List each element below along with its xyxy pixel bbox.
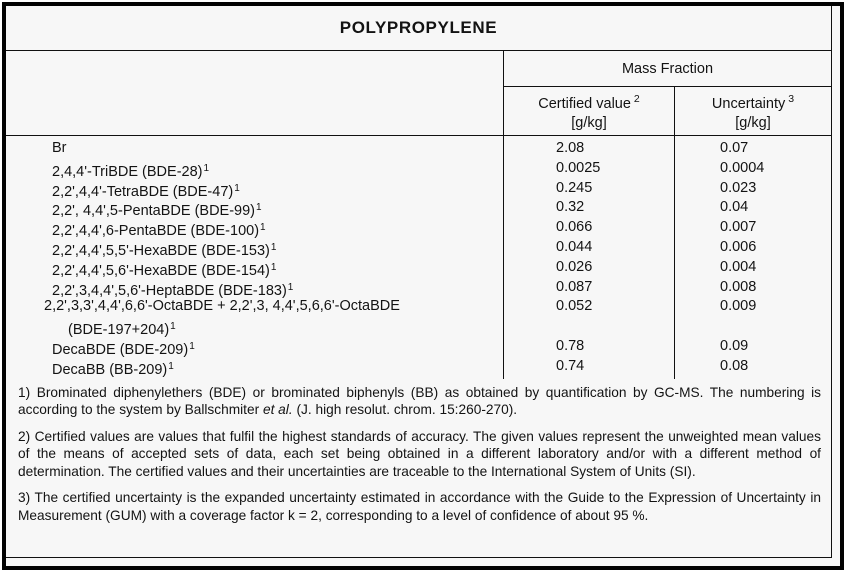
footnote-ref-3: 3 (788, 92, 795, 105)
mass-fraction-header-area: Mass Fraction Certified value 2 [g/kg] Un… (503, 51, 831, 135)
footnote-2: 2) Certified values are values that fulf… (18, 428, 821, 479)
uncertainty-value: 0.008 (720, 278, 757, 295)
compound-name: DecaBDE (BDE-209)1 (52, 340, 195, 358)
compound-column: Br 2,4,4'-TriBDE (BDE-28)1 2,2',4,4'-Tetra… (6, 136, 503, 379)
footnote-ref-1: 1 (287, 281, 294, 293)
certified-value: 0.026 (556, 258, 593, 275)
certificate-table: POLYPROPYLENE Mass Fraction Certified va… (6, 6, 832, 558)
compound-name: Br (52, 140, 67, 156)
compound-name: 2,2', 4,4',5-PentaBDE (BDE-99)1 (52, 202, 262, 220)
certified-column: 2.08 0.0025 0.245 0.32 0.066 0.044 0.026 0.087 0… (503, 136, 674, 379)
uncertainty-header: Uncertainty 3 [g/kg] (674, 87, 831, 135)
table-body: Br 2,4,4'-TriBDE (BDE-28)1 2,2',4,4'-Tetra… (6, 136, 831, 379)
compound-name: 2,2',3,3',4,4',6,6'-OctaBDE + 2,2',3, 4,… (44, 298, 400, 315)
column-subheaders: Certified value 2 [g/kg] Uncertainty 3 [g/… (504, 87, 831, 135)
footnote-ref-1: 1 (168, 360, 174, 372)
footnote-ref-1: 1 (234, 182, 240, 194)
uncertainty-column: 0.07 0.0004 0.023 0.04 0.007 0.006 0.004 0.008 0… (674, 136, 831, 379)
uncertainty-value: 0.09 (720, 337, 749, 354)
uncertainty-value: 0.006 (720, 238, 757, 255)
compound-name: 2,2',4,4',5,5'-HexaBDE (BDE-153)1 (52, 241, 277, 259)
certified-value-label: Certified value 2 (538, 92, 640, 112)
footnote-ref-1: 1 (260, 222, 266, 234)
uncertainty-value: 0.023 (720, 179, 757, 196)
footnote-ref-1: 1 (189, 340, 195, 352)
table-title: POLYPROPYLENE (6, 6, 831, 51)
uncertainty-value: 0.0004 (720, 159, 765, 176)
uncertainty-value: 0.009 (720, 298, 757, 315)
table-header: Mass Fraction Certified value 2 [g/kg] Un… (6, 51, 831, 136)
footnote-ref-1: 1 (170, 321, 176, 333)
uncertainty-unit: [g/kg] (735, 114, 771, 131)
uncertainty-value: 0.07 (720, 140, 749, 156)
certified-value: 0.087 (556, 278, 593, 295)
compound-name: DecaBB (BB-209)1 (52, 360, 174, 378)
certified-value: 0.066 (556, 219, 593, 236)
uncertainty-value: 0.004 (720, 258, 757, 275)
certified-value-spacer (504, 317, 674, 337)
footnote-1: 1) Brominated diphenylethers (BDE) or br… (18, 384, 821, 418)
certified-value: 0.052 (556, 298, 593, 315)
compound-name: 2,2',4,4',5,6'-HexaBDE (BDE-154)1 (52, 261, 277, 279)
certified-value: 0.74 (556, 357, 585, 374)
compound-name: 2,2',4,4',6-PentaBDE (BDE-100)1 (52, 222, 266, 240)
certified-value: 0.78 (556, 337, 585, 354)
certified-value: 0.0025 (556, 159, 601, 176)
certified-value-header: Certified value 2 [g/kg] (504, 87, 674, 135)
mass-fraction-header: Mass Fraction (504, 51, 831, 87)
footnote-ref-1: 1 (270, 241, 277, 253)
compound-name-continued: (BDE-197+204)1 (68, 321, 176, 339)
uncertainty-value: 0.007 (720, 219, 757, 236)
footnote-3: 3) The certified uncertainty is the expa… (18, 490, 821, 523)
certified-value: 0.044 (556, 238, 593, 255)
footnote-ref-1: 1 (203, 162, 210, 174)
compound-name: 2,2',3,4,4',5,6'-HeptaBDE (BDE-183)1 (52, 281, 294, 299)
uncertainty-value: 0.08 (720, 357, 749, 374)
footnote-ref-2: 2 (633, 92, 640, 105)
uncertainty-value: 0.04 (720, 199, 749, 216)
compound-name: 2,4,4'-TriBDE (BDE-28)1 (52, 162, 210, 180)
certified-value-unit: [g/kg] (571, 114, 607, 131)
uncertainty-value-spacer (675, 317, 831, 337)
footnote-ref-1: 1 (270, 261, 277, 273)
compound-header-cell (6, 51, 503, 135)
certified-value: 0.32 (556, 199, 585, 216)
footnote-section: 1) Brominated diphenylethers (BDE) or br… (6, 379, 831, 557)
certified-value: 0.245 (556, 179, 593, 196)
certified-value: 2.08 (556, 140, 585, 156)
uncertainty-label: Uncertainty 3 (711, 92, 795, 112)
footnote-ref-1: 1 (256, 202, 262, 214)
compound-name: 2,2',4,4'-TetraBDE (BDE-47)1 (52, 182, 240, 200)
